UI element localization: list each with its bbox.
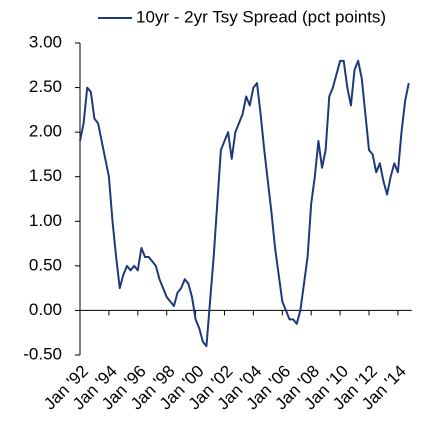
- y-tick-label: 0.00: [29, 300, 62, 319]
- y-tick-label: 1.50: [29, 166, 62, 185]
- y-tick-label: 3.00: [29, 32, 62, 51]
- y-tick-label: 2.00: [29, 122, 62, 141]
- y-tick-label: 2.50: [29, 77, 62, 96]
- y-tick-label: -0.50: [23, 344, 62, 363]
- legend-label: 10yr - 2yr Tsy Spread (pct points): [136, 7, 386, 26]
- y-tick-label: 0.50: [29, 255, 62, 274]
- line-series: [79, 59, 410, 348]
- y-tick-label: 1.00: [29, 211, 62, 230]
